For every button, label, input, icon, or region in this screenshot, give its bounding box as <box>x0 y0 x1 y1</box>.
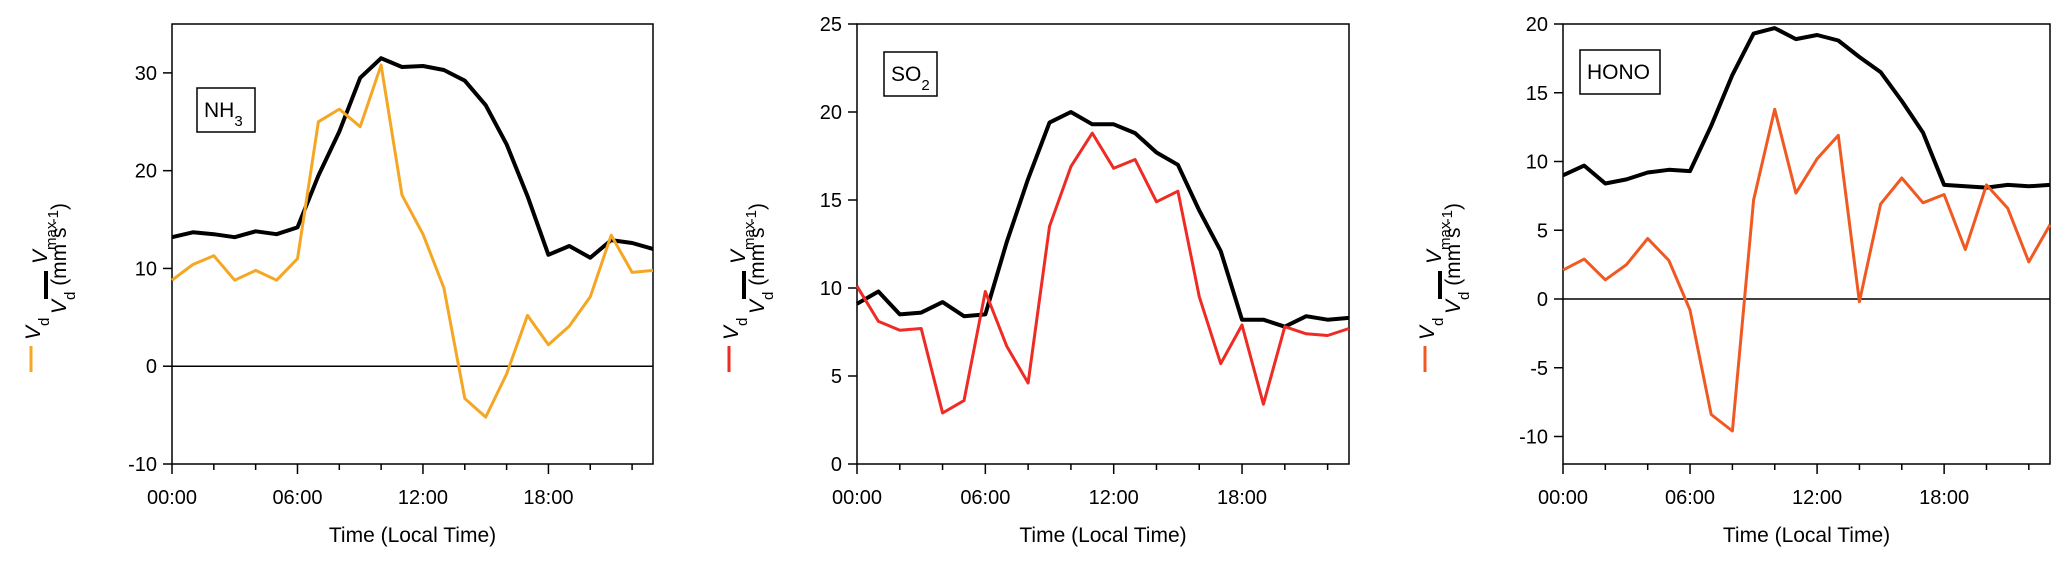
x-tick-label: 00:00 <box>147 487 197 509</box>
plot-frame <box>171 23 654 465</box>
vmax-symbol: Vmax <box>29 221 60 264</box>
y-axis-units: Vd (mm s -1) <box>1439 203 1473 314</box>
vmax-symbol: Vmax <box>1423 221 1454 264</box>
y-tick-label: 10 <box>820 278 842 300</box>
y-tick-label: 10 <box>135 258 157 280</box>
y-tick-label: 25 <box>820 14 842 36</box>
y-tick-label: 30 <box>135 63 157 85</box>
series-line-vmax <box>1562 26 2051 190</box>
y-tick-label: 15 <box>1526 83 1548 105</box>
x-tick-label: 06:00 <box>960 487 1010 509</box>
vmax-symbol: Vmax <box>727 221 758 264</box>
x-axis-title: Time (Local Time) <box>329 524 496 547</box>
series-line-vmax <box>171 56 654 260</box>
x-tick-label: 18:00 <box>1217 487 1267 509</box>
y-axis-units: Vd (mm s -1) <box>45 203 79 314</box>
panel-label-box <box>1579 49 1661 95</box>
x-tick-label: 00:00 <box>832 487 882 509</box>
y-tick-label: 20 <box>1526 14 1548 36</box>
y-tick-label: 0 <box>146 356 157 378</box>
y-tick-label: 15 <box>820 190 842 212</box>
y-tick-label: -5 <box>1530 358 1548 380</box>
plot-frame <box>856 23 1350 465</box>
chart-panel-hono: -10 -5 0 5 10 15 20 00:00 06:00 12:00 18:00 Time (L… <box>1416 14 2052 547</box>
y-tick-label: 0 <box>1537 289 1548 311</box>
x-axis-title: Time (Local Time) <box>1019 524 1186 547</box>
x-tick-label: 18:00 <box>523 487 573 509</box>
panel-label-box <box>883 51 938 97</box>
series-line-vd <box>855 131 1350 415</box>
chart-panel-so2: 0 5 10 15 20 25 00:00 06:00 12:00 18:00 Time (Loca… <box>720 14 1350 547</box>
vd-symbol: Vd <box>22 318 53 340</box>
y-tick-label: 5 <box>1537 220 1548 242</box>
panel-label-box <box>196 87 256 133</box>
y-tick-label: -10 <box>128 454 157 476</box>
y-tick-label: 10 <box>1526 152 1548 174</box>
series-line-vd <box>1562 107 2052 433</box>
y-tick-label: 5 <box>831 366 842 388</box>
series-line-vmax <box>856 110 1350 329</box>
x-tick-label: 06:00 <box>1665 487 1715 509</box>
x-tick-label: 12:00 <box>1792 487 1842 509</box>
panel-label: SO2 <box>891 63 930 94</box>
panel-label: HONO <box>1587 61 1650 84</box>
x-tick-label: 18:00 <box>1919 487 1969 509</box>
chart-panel-nh3: -10 0 10 20 30 00:00 06:00 12:00 18:00 Time (Loca… <box>22 23 654 547</box>
x-tick-label: 12:00 <box>398 487 448 509</box>
y-tick-label: -10 <box>1519 427 1548 449</box>
x-axis-title: Time (Local Time) <box>1723 524 1890 547</box>
series-line-vd <box>171 63 654 419</box>
y-tick-label: 20 <box>820 102 842 124</box>
vd-symbol: Vd <box>1416 318 1447 340</box>
x-tick-label: 12:00 <box>1089 487 1139 509</box>
x-tick-label: 06:00 <box>272 487 322 509</box>
x-tick-label: 00:00 <box>1538 487 1588 509</box>
y-tick-label: 20 <box>135 161 157 183</box>
plot-frame <box>1562 23 2051 465</box>
y-tick-label: 0 <box>831 454 842 476</box>
panel-label: NH3 <box>204 99 243 130</box>
vd-symbol: Vd <box>720 318 751 340</box>
y-axis-units: Vd (mm s -1) <box>743 203 777 314</box>
